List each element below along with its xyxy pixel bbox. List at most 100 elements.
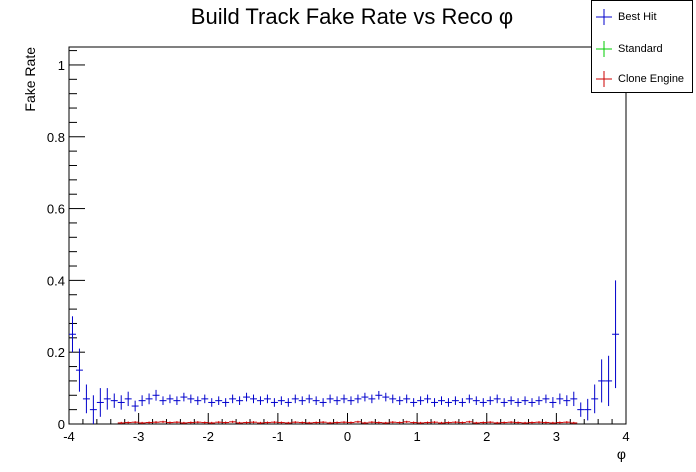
plot-frame xyxy=(68,46,627,425)
data-point xyxy=(236,421,244,424)
data-point xyxy=(110,393,118,408)
legend-item-best-hit: Best Hit xyxy=(592,7,692,27)
data-point xyxy=(424,394,432,404)
x-tick-label: -3 xyxy=(133,429,145,444)
data-point xyxy=(479,421,487,424)
data-point xyxy=(69,316,76,353)
data-point xyxy=(556,421,564,424)
data-point xyxy=(479,398,487,407)
data-point xyxy=(375,390,383,400)
data-point xyxy=(605,355,613,407)
data-point xyxy=(417,396,425,405)
x-tick-label: 4 xyxy=(622,429,629,444)
data-point xyxy=(103,388,111,410)
legend-label: Standard xyxy=(618,43,663,55)
legend-marker-clone-engine xyxy=(596,71,612,87)
data-point xyxy=(208,421,216,424)
data-point xyxy=(542,394,550,404)
data-point xyxy=(382,392,390,402)
data-point xyxy=(354,394,362,404)
data-point xyxy=(305,421,313,424)
x-tick-label: 0 xyxy=(344,429,351,444)
data-point xyxy=(514,398,522,407)
y-tick-label: 0.6 xyxy=(47,202,65,217)
data-point xyxy=(117,395,125,410)
data-point xyxy=(507,396,515,405)
data-point xyxy=(403,394,411,404)
legend: Best Hit Standard Clone Engine xyxy=(591,0,693,93)
chart-title: Build Track Fake Rate vs Reco φ xyxy=(191,4,513,29)
data-point xyxy=(458,421,466,424)
data-point xyxy=(263,394,271,404)
data-point xyxy=(89,395,97,424)
data-point xyxy=(270,398,278,407)
data-point xyxy=(152,389,160,401)
data-point xyxy=(159,420,167,423)
data-point xyxy=(222,398,230,407)
data-point xyxy=(431,398,439,407)
data-point xyxy=(549,397,557,408)
data-point xyxy=(277,396,285,405)
x-tick-label: -4 xyxy=(63,429,75,444)
data-point xyxy=(166,394,174,404)
data-point xyxy=(340,394,348,404)
data-point xyxy=(465,420,473,423)
data-point xyxy=(284,421,292,424)
series-best-hit xyxy=(69,280,620,424)
data-point xyxy=(222,421,230,424)
legend-item-clone-engine: Clone Engine xyxy=(592,69,692,89)
data-point xyxy=(326,394,334,404)
data-point xyxy=(451,421,459,424)
data-point xyxy=(145,421,153,424)
data-point xyxy=(458,398,466,407)
data-point xyxy=(598,359,606,403)
data-point xyxy=(403,420,411,423)
data-point xyxy=(368,421,376,424)
data-point xyxy=(347,396,355,405)
data-point xyxy=(514,421,522,424)
data-point xyxy=(75,348,83,392)
data-point xyxy=(236,396,244,405)
data-point xyxy=(298,396,306,405)
data-point xyxy=(180,421,188,424)
data-point xyxy=(208,398,216,407)
data-point xyxy=(326,421,334,424)
x-tick-label: -1 xyxy=(272,429,284,444)
data-point xyxy=(263,421,271,424)
data-point xyxy=(298,421,306,424)
data-point xyxy=(243,392,251,402)
data-point xyxy=(521,396,529,405)
data-point xyxy=(570,391,578,407)
y-tick-label: 0.8 xyxy=(47,130,65,145)
data-point xyxy=(187,394,195,404)
data-point xyxy=(396,396,404,405)
data-point xyxy=(173,421,181,424)
legend-label: Clone Engine xyxy=(618,73,685,85)
data-point xyxy=(138,421,146,424)
x-tick-label: 3 xyxy=(553,429,560,444)
data-point xyxy=(180,392,188,402)
x-tick-label: -2 xyxy=(202,429,214,444)
data-point xyxy=(319,398,327,407)
data-point xyxy=(444,421,452,424)
y-tick-label: 1 xyxy=(58,58,65,73)
legend-label: Best Hit xyxy=(618,11,657,23)
x-tick-label: 1 xyxy=(414,429,421,444)
data-point xyxy=(410,421,418,424)
data-point xyxy=(410,398,418,407)
data-point xyxy=(493,394,501,404)
data-point xyxy=(312,421,320,424)
data-point xyxy=(472,396,480,405)
data-point xyxy=(396,421,404,424)
data-point xyxy=(333,421,341,424)
data-point xyxy=(438,421,445,424)
data-point xyxy=(291,394,299,404)
data-point xyxy=(528,398,536,407)
data-point xyxy=(577,402,585,417)
data-point xyxy=(96,388,104,417)
data-point xyxy=(131,421,139,424)
data-point xyxy=(389,394,397,404)
data-point xyxy=(229,394,237,404)
data-point xyxy=(194,421,202,424)
